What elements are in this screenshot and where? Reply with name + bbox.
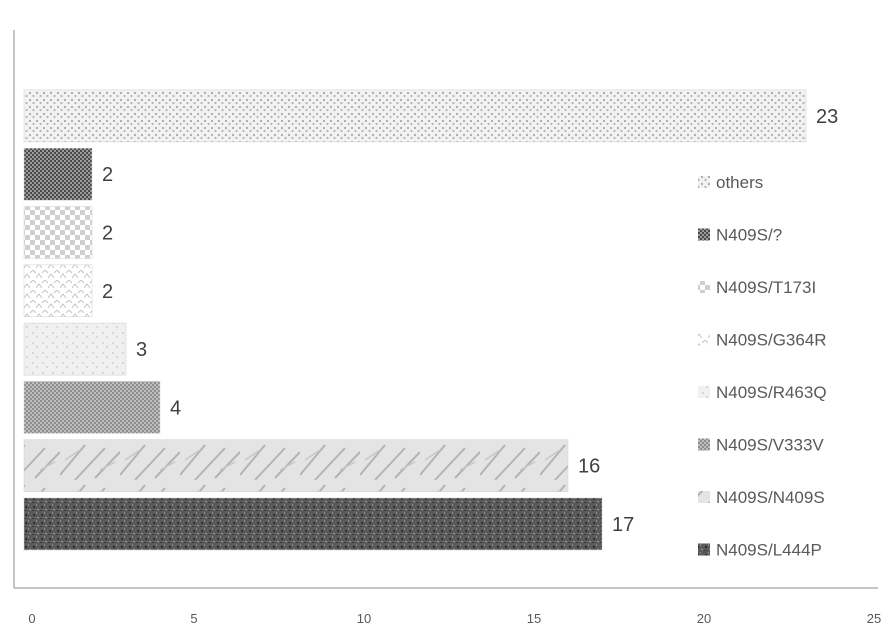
x-tick-label: 25 [867, 611, 881, 626]
bar-value-label-n409s-n409s: 16 [578, 456, 600, 478]
legend-swatch-n409s [698, 228, 710, 241]
legend-label-n409s-t173i: N409S/T173I [716, 278, 816, 297]
bar-n409s-l444p [23, 497, 603, 551]
x-tick-label: 0 [28, 611, 35, 626]
x-tick-label: 5 [190, 611, 197, 626]
bar-others [23, 89, 807, 143]
bar-value-label-n409s-v333v: 4 [170, 397, 181, 419]
legend-swatch-n409s-t173i [698, 281, 710, 293]
legend-swatch-others [698, 176, 710, 188]
legend-label-n409s-g364r: N409S/G364R [716, 331, 827, 350]
bar-n409s-v333v [23, 381, 161, 434]
bar-value-label-n409s: 2 [102, 164, 113, 186]
bar-value-label-n409s-g364r: 2 [102, 281, 113, 303]
x-tick-label: 20 [697, 611, 711, 626]
legend-swatch-n409s-v333v [698, 438, 710, 451]
legend-label-n409s-r463q: N409S/R463Q [716, 383, 827, 402]
legend-label-n409s: N409S/? [716, 226, 782, 245]
x-tick-label: 15 [527, 611, 541, 626]
bar-n409s-t173i [23, 206, 93, 259]
legend-label-n409s-v333v: N409S/V333V [716, 436, 824, 455]
legend-swatch-n409s-g364r [698, 333, 710, 346]
bar-n409s-n409s [23, 439, 569, 492]
legend-label-others: others [716, 173, 763, 192]
legend-label-n409s-l444p: N409S/L444P [716, 541, 822, 560]
legend-label-n409s-n409s: N409S/N409S [716, 488, 825, 507]
bar-n409s-r463q [23, 322, 127, 376]
bar-n409s [23, 147, 93, 201]
bar-n409s-g364r [23, 264, 93, 318]
legend-swatch-n409s-n409s [698, 491, 710, 503]
legend-swatch-n409s-r463q [698, 386, 710, 398]
legend-swatch-n409s-l444p [698, 543, 710, 556]
bar-value-label-n409s-t173i: 2 [102, 223, 113, 245]
bar-value-label-others: 23 [816, 106, 838, 128]
x-tick-label: 10 [357, 611, 371, 626]
bar-value-label-n409s-r463q: 3 [136, 339, 147, 361]
bar-value-label-n409s-l444p: 17 [612, 514, 634, 536]
